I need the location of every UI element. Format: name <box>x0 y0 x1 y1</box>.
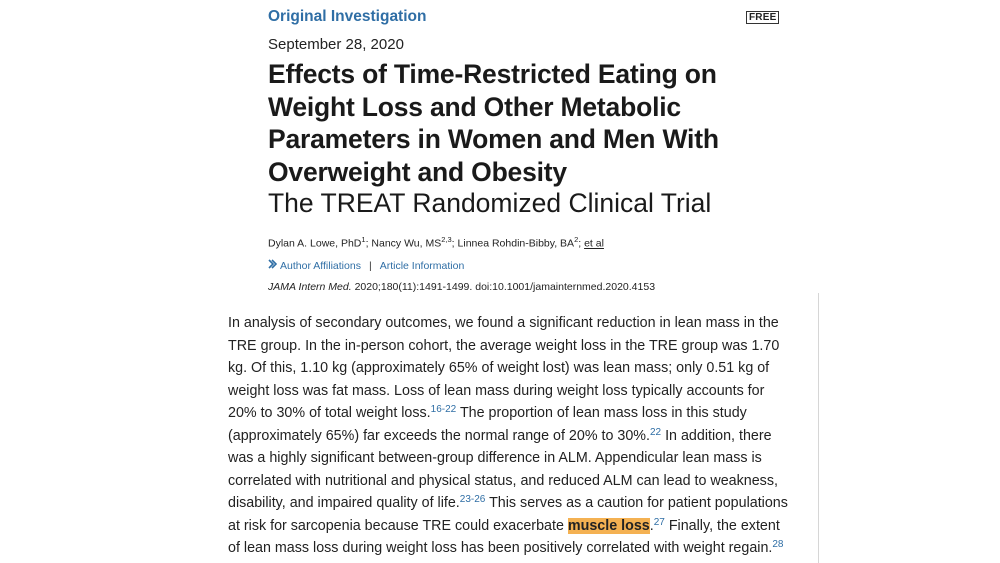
publication-date: September 28, 2020 <box>268 36 404 53</box>
author-affiliations-link[interactable]: Author Affiliations <box>280 260 361 272</box>
chevron-right-icon[interactable] <box>268 259 278 272</box>
link-separator: | <box>368 260 372 272</box>
body-text-segment: This serves as a caution for patient pop… <box>228 495 788 534</box>
article-links: Author Affiliations | Article Information <box>268 259 464 272</box>
reference-link[interactable]: 28 <box>772 539 784 550</box>
author-name[interactable]: Nancy Wu, MS <box>371 237 442 250</box>
body-text-segment: . <box>649 517 654 534</box>
body-text-segment: In addition, there was a highly signific… <box>228 427 778 512</box>
reference-link[interactable]: 23-26 <box>459 494 486 505</box>
author-separator: ; <box>365 237 372 250</box>
article-citation: JAMA Intern Med. 2020;180(11):1491-1499.… <box>268 281 655 293</box>
author-separator: ; <box>451 237 458 250</box>
reference-link[interactable]: 16-22 <box>430 404 457 415</box>
journal-name: JAMA Intern Med. <box>268 281 352 293</box>
author-list: Dylan A. Lowe, PhD1; Nancy Wu, MS2,3; Li… <box>268 235 604 250</box>
reference-link[interactable]: 22 <box>649 426 662 438</box>
article-body-paragraph: In analysis of secondary outcomes, we fo… <box>228 312 794 560</box>
article-information-link[interactable]: Article Information <box>379 260 465 272</box>
search-highlight: muscle loss <box>567 517 650 534</box>
citation-details: 2020;180(11):1491-1499. doi:10.1001/jama… <box>351 281 656 293</box>
article-title: Effects of Time-Restricted Eating on Wei… <box>268 59 719 187</box>
et-al-link[interactable]: et al <box>584 237 604 250</box>
author-separator: ; <box>578 237 585 250</box>
article-category-link[interactable]: Original Investigation <box>268 8 427 25</box>
column-divider <box>818 293 819 563</box>
author-name[interactable]: Dylan A. Lowe, PhD <box>268 237 362 250</box>
body-text-segment: In analysis of secondary outcomes, we fo… <box>228 315 780 421</box>
article-subtitle: The TREAT Randomized Clinical Trial <box>268 188 712 218</box>
author-affiliation-ref: 1 <box>361 235 366 244</box>
body-text-segment: Finally, the extent of lean mass loss du… <box>228 517 780 557</box>
author-name[interactable]: Linnea Rohdin-Bibby, BA <box>457 237 575 250</box>
reference-link[interactable]: 27 <box>653 516 665 528</box>
body-text-segment: The proportion of lean mass loss in this… <box>228 405 747 444</box>
author-affiliation-ref: 2 <box>574 235 579 244</box>
free-badge: FREE <box>746 11 780 24</box>
author-affiliation-ref: 2,3 <box>441 235 452 244</box>
